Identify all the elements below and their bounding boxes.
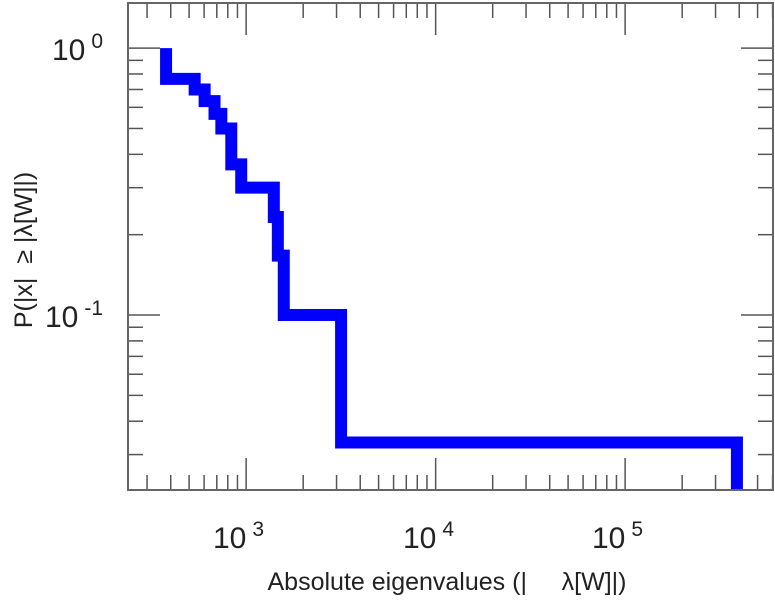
axis-ticks: [128, 3, 774, 490]
series-ccdf-line: [160, 48, 743, 490]
xtick-label-2: 10 5: [592, 518, 643, 555]
y-axis-label: P(|x| ≥ |λ[W]|): [10, 172, 38, 328]
xtick-label-0: 10 3: [213, 518, 264, 555]
x-axis-label: Absolute eigenvalues (| λ[W]|): [268, 568, 627, 596]
ytick-label-0: 10 0: [52, 30, 103, 67]
ytick-label-1: 10 -1: [45, 297, 103, 334]
xtick-label-1: 10 4: [403, 518, 454, 555]
plot-frame: [127, 2, 774, 491]
